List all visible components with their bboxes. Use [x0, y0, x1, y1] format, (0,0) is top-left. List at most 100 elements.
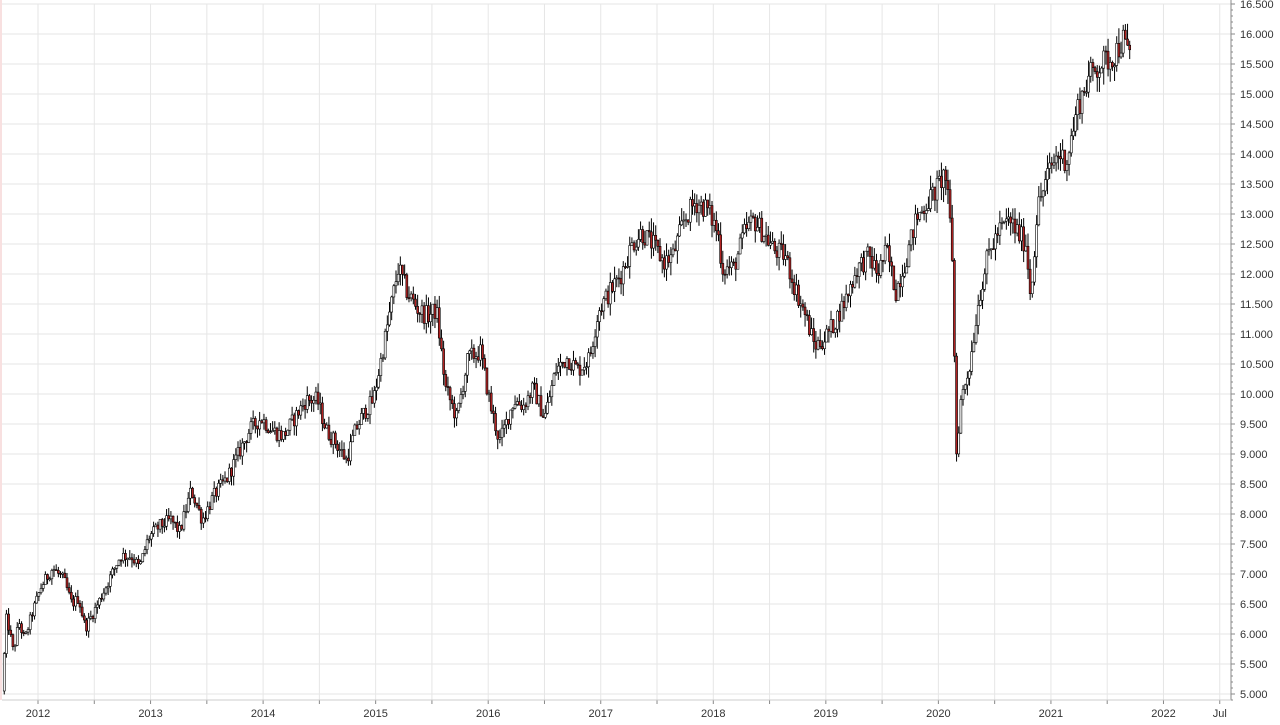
candle-up	[282, 431, 285, 440]
candle-up	[825, 328, 829, 343]
candle-up	[645, 230, 649, 246]
candle-down	[173, 521, 177, 524]
candle-down	[706, 199, 709, 209]
candle-down	[1091, 62, 1095, 68]
candle-up	[758, 217, 761, 228]
candle-up	[331, 432, 335, 445]
candle-up	[41, 584, 45, 589]
x-tick-label: 2012	[26, 708, 50, 720]
candle-up	[565, 358, 569, 368]
candle-up	[966, 377, 969, 386]
candle-down	[710, 205, 714, 226]
candle-up	[1098, 72, 1101, 78]
candle-up	[585, 366, 588, 369]
candle-up	[431, 303, 435, 315]
candle-up	[338, 449, 342, 451]
candle-up	[1076, 99, 1080, 115]
candle-up	[286, 429, 290, 436]
candle-down	[167, 515, 171, 520]
candle-up	[106, 586, 110, 589]
candle-down	[751, 215, 755, 218]
candle-up	[942, 169, 945, 188]
candle-up	[186, 497, 190, 512]
candle-down	[20, 623, 23, 633]
candle-down	[130, 557, 134, 561]
candle-down	[877, 272, 880, 276]
candle-up	[182, 511, 186, 530]
candle-up	[920, 210, 924, 213]
candle-up	[169, 515, 173, 520]
candle-up	[747, 221, 751, 230]
candle-down	[1104, 50, 1108, 53]
candle-up	[223, 477, 227, 482]
candle-up	[13, 645, 17, 647]
candle-down	[911, 229, 915, 238]
candle-up	[165, 515, 168, 527]
candle-down	[611, 282, 614, 292]
y-tick-label: 9.500	[1240, 419, 1268, 431]
candle-down	[80, 606, 84, 617]
candle-up	[621, 266, 625, 285]
candle-down	[1117, 43, 1121, 58]
candle-down	[946, 180, 950, 190]
candle-down	[355, 424, 359, 430]
y-tick-label: 5.000	[1240, 689, 1268, 701]
y-tick-label: 14.000	[1240, 149, 1274, 161]
candle-up	[459, 394, 463, 404]
candle-down	[940, 175, 943, 188]
candle-up	[968, 371, 971, 379]
candle-down	[886, 244, 889, 247]
candle-up	[28, 614, 32, 630]
candle-up	[312, 399, 316, 404]
candle-up	[455, 410, 458, 419]
candle-down	[507, 419, 510, 425]
candle-down	[801, 303, 805, 308]
candle-down	[472, 347, 476, 359]
x-tick-label: 2015	[363, 708, 387, 720]
candle-up	[115, 564, 119, 569]
candle-down	[922, 210, 926, 214]
candle-down	[838, 310, 841, 322]
candle-down	[316, 391, 320, 405]
candle-up	[580, 369, 584, 376]
candle-up	[544, 412, 547, 418]
candle-down	[539, 395, 543, 417]
candle-up	[743, 224, 746, 234]
candle-up	[366, 414, 370, 419]
candle-up	[660, 257, 664, 262]
candle-down	[808, 315, 811, 335]
candle-up	[693, 203, 696, 207]
candle-down	[450, 399, 454, 404]
candle-down	[673, 248, 677, 252]
candle-up	[909, 229, 913, 246]
candle-up	[730, 261, 733, 268]
candle-down	[414, 298, 417, 307]
candle-down	[520, 404, 523, 410]
x-tick-label: 2019	[814, 708, 838, 720]
candle-up	[615, 277, 619, 280]
candle-down	[215, 488, 218, 497]
candle-up	[243, 441, 246, 444]
candle-up	[823, 341, 826, 350]
candle-down	[656, 239, 660, 247]
candle-up	[834, 328, 837, 333]
candle-up	[637, 239, 640, 248]
x-tick-label: 2016	[476, 708, 500, 720]
candle-down	[606, 290, 610, 305]
candle-up	[318, 402, 322, 405]
x-tick-label: 2017	[589, 708, 613, 720]
y-tick-label: 15.500	[1240, 59, 1274, 71]
candle-down	[303, 404, 307, 410]
candle-up	[102, 592, 106, 600]
candle-up	[764, 234, 768, 237]
candle-up	[420, 305, 424, 315]
candle-down	[881, 260, 885, 262]
candle-up	[111, 568, 114, 576]
candle-up	[500, 427, 504, 438]
candle-up	[353, 424, 357, 436]
candle-up	[98, 597, 101, 606]
candle-up	[1024, 245, 1028, 252]
candle-down	[524, 404, 528, 408]
candle-up	[937, 175, 941, 179]
candle-up	[1067, 152, 1071, 165]
